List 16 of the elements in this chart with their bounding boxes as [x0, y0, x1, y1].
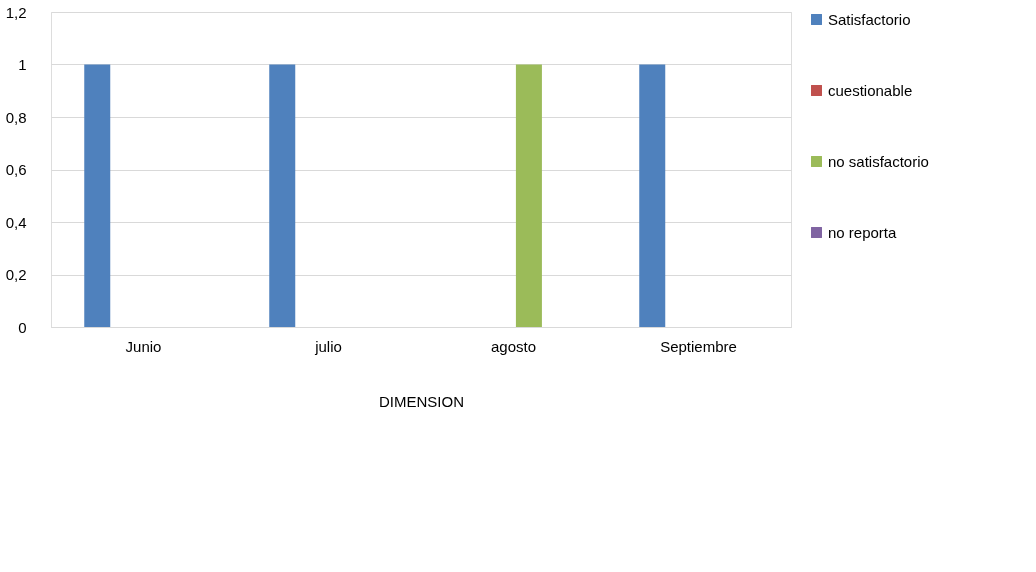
y-tick-label: 0,6 [5, 161, 27, 178]
legend-label: Satisfactorio [828, 10, 911, 28]
y-tick-label: 0,8 [5, 108, 27, 126]
legend-label: no satisfactorio [828, 152, 929, 170]
y-tick-label: 1,2 [5, 3, 27, 21]
x-tick-label: julio [314, 337, 342, 355]
y-tick-label: 0,4 [5, 213, 27, 231]
legend-label: cuestionable [828, 81, 913, 99]
y-tick-label: 0 [18, 318, 27, 336]
y-tick-label: 1 [18, 56, 27, 73]
x-tick-label: Septiembre [660, 337, 737, 355]
x-axis-title: DIMENSION [378, 392, 465, 410]
x-tick-label: Junio [125, 337, 162, 355]
y-tick-label: 0,2 [5, 266, 27, 283]
legend-label: no reporta [828, 223, 898, 241]
x-tick-label: agosto [490, 337, 537, 355]
